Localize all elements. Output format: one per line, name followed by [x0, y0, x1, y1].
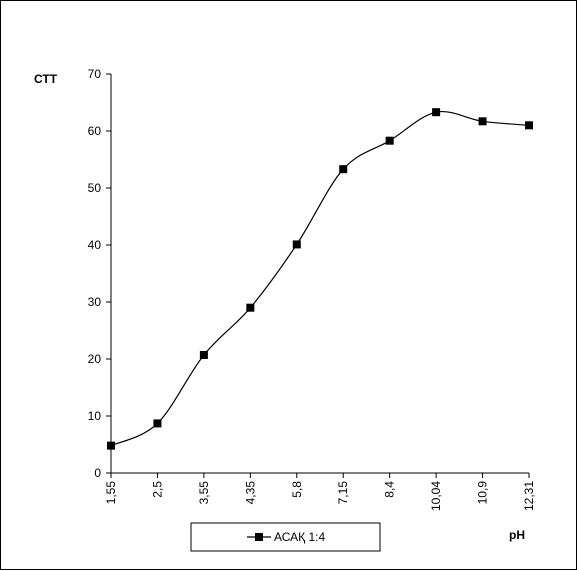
- data-point-marker: [339, 165, 348, 174]
- y-tick-label: 50: [88, 181, 102, 195]
- data-point-marker: [478, 117, 487, 126]
- data-point-marker: [292, 240, 301, 249]
- data-point-marker: [199, 351, 208, 360]
- data-point-marker: [432, 108, 441, 117]
- x-tick-label: 10,9: [476, 481, 490, 505]
- y-tick-label: 70: [88, 67, 102, 81]
- y-tick-label: 20: [88, 352, 102, 366]
- x-tick-label: 1,55: [104, 481, 118, 505]
- x-tick-label: 10,04: [429, 481, 443, 511]
- y-tick-label: 0: [94, 466, 101, 480]
- y-tick-label: 30: [88, 295, 102, 309]
- x-tick-label: 4,35: [243, 481, 257, 505]
- legend-label: АСАҚ 1:4: [274, 530, 325, 544]
- x-tick-label: 5,8: [290, 481, 304, 498]
- y-axis-title: СТТ: [34, 72, 58, 86]
- y-tick-label: 60: [88, 124, 102, 138]
- data-point-marker: [153, 419, 162, 428]
- data-point-marker: [385, 136, 394, 145]
- series-line: [110, 110, 530, 447]
- x-tick-label: 2,5: [150, 481, 164, 498]
- y-axis: 0 10 20 30 40 50 60 70: [88, 67, 112, 480]
- x-axis-title: pH: [509, 528, 525, 542]
- x-axis: 1,55 2,5 3,55 4,35 5,8 7,15 8,4 10,04 10,9 12,31: [104, 472, 536, 511]
- series-layer: [107, 108, 533, 450]
- y-tick-label: 40: [88, 238, 102, 252]
- legend-marker-square: [255, 533, 263, 541]
- x-tick-label: 12,31: [522, 481, 536, 511]
- data-point-marker: [107, 441, 115, 450]
- data-point-marker: [525, 121, 533, 130]
- legend-box: [190, 522, 381, 552]
- legend: АСАҚ 1:4: [190, 522, 381, 552]
- x-tick-label: 7,15: [336, 481, 350, 505]
- y-tick-label: 10: [88, 409, 102, 423]
- x-tick-label: 8,4: [383, 481, 397, 498]
- x-tick-label: 3,55: [197, 481, 211, 505]
- data-point-marker: [246, 303, 255, 312]
